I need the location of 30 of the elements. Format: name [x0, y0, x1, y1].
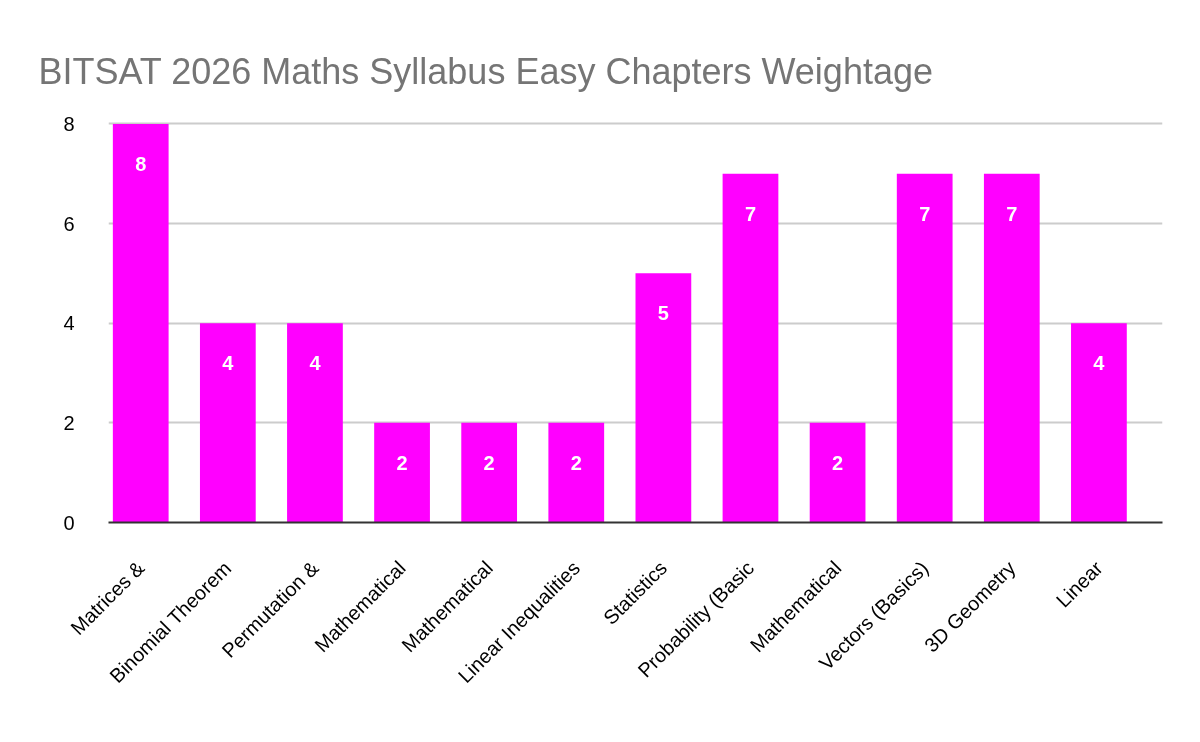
data-label: 2 — [832, 451, 844, 474]
bar — [635, 273, 692, 523]
bar — [548, 422, 605, 523]
data-label: 7 — [744, 202, 757, 225]
y-tick-label: 0 — [63, 511, 75, 534]
bar — [1071, 323, 1127, 523]
bar — [722, 173, 779, 523]
data-label: 4 — [309, 352, 322, 375]
y-tick-label: 6 — [63, 212, 75, 235]
data-label: 2 — [396, 451, 408, 474]
data-label: 7 — [919, 202, 931, 225]
bar — [809, 422, 866, 523]
bar — [199, 323, 256, 523]
y-tick-label: 2 — [63, 411, 75, 434]
bar — [374, 422, 430, 523]
data-label: 4 — [222, 352, 235, 375]
data-label: 2 — [483, 451, 495, 474]
bar — [461, 422, 518, 523]
data-label: 2 — [570, 451, 582, 474]
bar — [112, 123, 169, 523]
bar — [896, 173, 953, 523]
y-tick-label: 8 — [63, 112, 75, 135]
data-label: 4 — [1093, 352, 1106, 375]
chart-title: BITSAT 2026 Maths Syllabus Easy Chapters Weightage — [38, 50, 933, 92]
data-label: 7 — [1006, 202, 1018, 225]
y-tick-label: 4 — [63, 312, 75, 335]
bar — [983, 173, 1040, 523]
data-label: 8 — [135, 152, 147, 175]
bar — [287, 323, 343, 523]
data-label: 5 — [657, 302, 669, 325]
